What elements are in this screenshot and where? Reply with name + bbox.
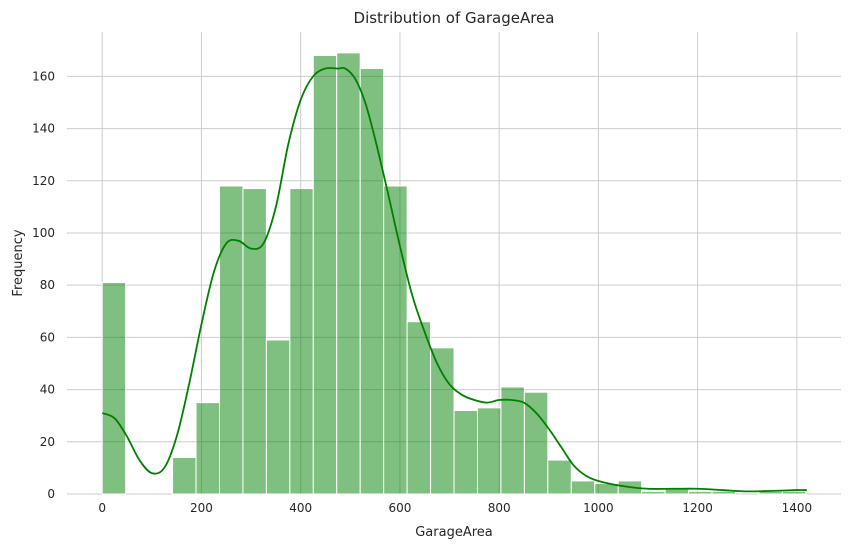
- y-tick-label: 0: [47, 487, 55, 501]
- histogram-bar: [289, 188, 314, 495]
- histogram-bar: [476, 407, 502, 495]
- histogram-bar: [781, 490, 807, 495]
- histogram-bar: [101, 282, 127, 495]
- x-tick-label: 800: [488, 501, 511, 515]
- histogram-bar: [641, 490, 666, 495]
- histogram-bar: [218, 185, 244, 495]
- y-tick-label: 120: [32, 174, 55, 188]
- histogram-bar: [453, 409, 478, 495]
- y-tick-label: 20: [40, 435, 55, 449]
- histogram-bar: [570, 480, 596, 495]
- histogram-bar: [688, 490, 713, 495]
- histogram-bar: [500, 386, 525, 495]
- histogram-bar: [336, 52, 361, 495]
- x-tick-label: 400: [289, 501, 312, 515]
- y-tick-label: 160: [32, 69, 55, 83]
- histogram-bar: [523, 391, 549, 495]
- y-tick-label: 100: [32, 226, 55, 240]
- histogram-bar: [406, 321, 432, 495]
- histogram-bar: [172, 456, 197, 495]
- histogram-bar: [383, 185, 408, 495]
- x-axis-label: GarageArea: [415, 525, 493, 540]
- y-tick-label: 60: [40, 330, 55, 344]
- kde-curve-group: [101, 66, 807, 493]
- y-tick-label: 40: [40, 383, 55, 397]
- x-tick-label: 1400: [782, 501, 813, 515]
- kde-line: [101, 66, 807, 493]
- histogram-bar: [430, 347, 455, 495]
- histogram-bar: [195, 402, 220, 495]
- histogram-bar: [242, 188, 267, 495]
- x-tick-label: 0: [98, 501, 106, 515]
- histogram-bar: [265, 339, 291, 495]
- histogram-bars: [101, 52, 807, 495]
- tick-labels: 0 200 400 600 800 1000 1200 1400 0 20 40 60 80 100 120…: [32, 69, 812, 515]
- histogram-bar: [359, 68, 385, 495]
- y-tick-label: 80: [40, 278, 55, 292]
- x-tick-label: 1000: [583, 501, 614, 515]
- x-tick-label: 600: [388, 501, 411, 515]
- y-tick-label: 140: [32, 122, 55, 136]
- x-tick-label: 200: [190, 501, 213, 515]
- histogram-bar: [547, 459, 572, 495]
- chart-title: Distribution of GarageArea: [354, 9, 555, 27]
- x-tick-label: 1200: [682, 501, 713, 515]
- y-axis-label: Frequency: [11, 229, 26, 296]
- histogram-bar: [312, 54, 338, 495]
- histogram-bar: [711, 490, 736, 495]
